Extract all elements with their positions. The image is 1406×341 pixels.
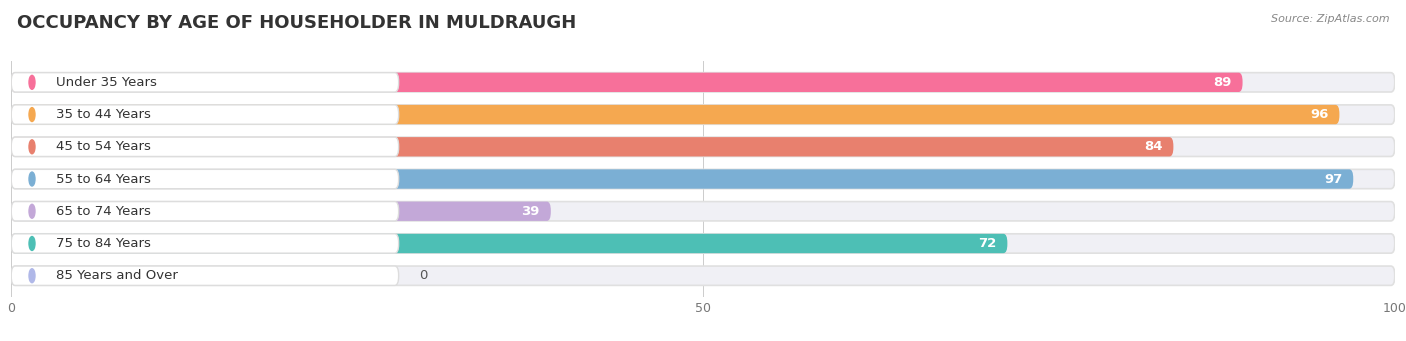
Text: 89: 89 bbox=[1213, 76, 1232, 89]
Circle shape bbox=[30, 204, 35, 218]
Text: 65 to 74 Years: 65 to 74 Years bbox=[55, 205, 150, 218]
FancyBboxPatch shape bbox=[11, 137, 1395, 157]
Text: Under 35 Years: Under 35 Years bbox=[55, 76, 156, 89]
Text: Source: ZipAtlas.com: Source: ZipAtlas.com bbox=[1271, 14, 1389, 24]
FancyBboxPatch shape bbox=[11, 73, 399, 92]
FancyBboxPatch shape bbox=[11, 234, 1395, 253]
Text: 84: 84 bbox=[1144, 140, 1163, 153]
FancyBboxPatch shape bbox=[11, 202, 399, 221]
Text: 75 to 84 Years: 75 to 84 Years bbox=[55, 237, 150, 250]
Circle shape bbox=[30, 108, 35, 121]
FancyBboxPatch shape bbox=[11, 266, 1395, 285]
Text: 85 Years and Over: 85 Years and Over bbox=[55, 269, 177, 282]
FancyBboxPatch shape bbox=[11, 73, 1243, 92]
FancyBboxPatch shape bbox=[11, 234, 399, 253]
FancyBboxPatch shape bbox=[11, 137, 1174, 157]
FancyBboxPatch shape bbox=[11, 202, 1395, 221]
FancyBboxPatch shape bbox=[11, 266, 399, 285]
Text: 96: 96 bbox=[1310, 108, 1329, 121]
Text: 35 to 44 Years: 35 to 44 Years bbox=[55, 108, 150, 121]
Circle shape bbox=[30, 140, 35, 154]
FancyBboxPatch shape bbox=[11, 105, 1395, 124]
Text: 72: 72 bbox=[979, 237, 997, 250]
Text: 39: 39 bbox=[522, 205, 540, 218]
FancyBboxPatch shape bbox=[11, 137, 399, 157]
FancyBboxPatch shape bbox=[11, 234, 1007, 253]
FancyBboxPatch shape bbox=[11, 73, 1395, 92]
Text: 0: 0 bbox=[419, 269, 427, 282]
FancyBboxPatch shape bbox=[11, 169, 399, 189]
FancyBboxPatch shape bbox=[11, 105, 399, 124]
FancyBboxPatch shape bbox=[11, 202, 551, 221]
FancyBboxPatch shape bbox=[11, 105, 1340, 124]
Circle shape bbox=[30, 237, 35, 250]
Circle shape bbox=[30, 75, 35, 89]
Text: 45 to 54 Years: 45 to 54 Years bbox=[55, 140, 150, 153]
Text: 55 to 64 Years: 55 to 64 Years bbox=[55, 173, 150, 186]
FancyBboxPatch shape bbox=[11, 169, 1395, 189]
Text: 97: 97 bbox=[1324, 173, 1343, 186]
FancyBboxPatch shape bbox=[11, 169, 1353, 189]
Circle shape bbox=[30, 172, 35, 186]
Text: OCCUPANCY BY AGE OF HOUSEHOLDER IN MULDRAUGH: OCCUPANCY BY AGE OF HOUSEHOLDER IN MULDR… bbox=[17, 14, 576, 32]
Circle shape bbox=[30, 269, 35, 283]
